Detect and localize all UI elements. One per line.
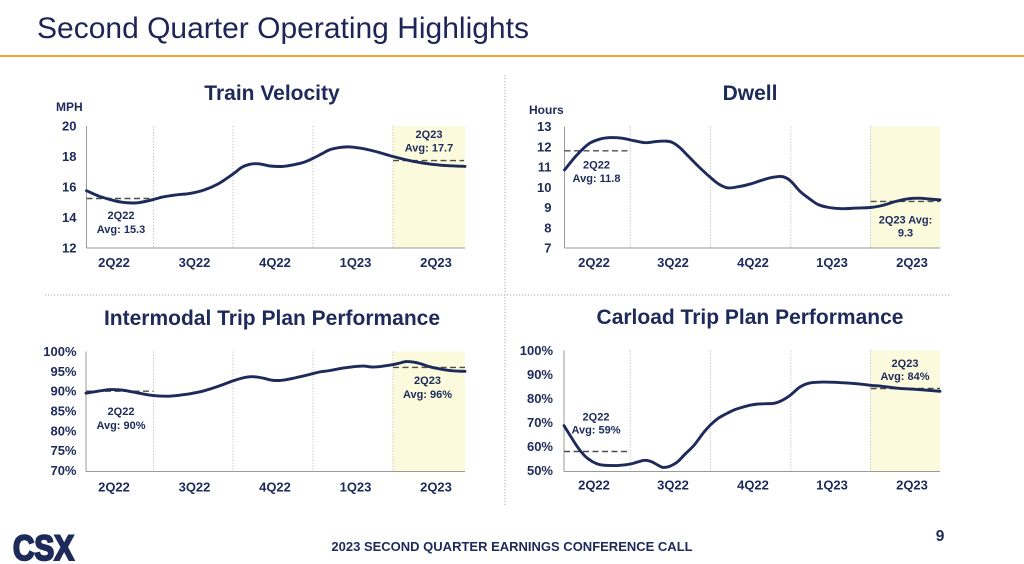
svg-text:95%: 95% xyxy=(50,364,76,379)
svg-text:1Q23: 1Q23 xyxy=(340,480,372,495)
svg-text:10: 10 xyxy=(537,180,551,195)
svg-text:Avg: 84%: Avg: 84% xyxy=(880,371,929,383)
svg-text:Avg: 96%: Avg: 96% xyxy=(403,389,452,401)
svg-text:Avg: 90%: Avg: 90% xyxy=(96,420,145,432)
svg-text:2Q22: 2Q22 xyxy=(98,255,130,270)
svg-text:12: 12 xyxy=(62,241,76,256)
svg-text:2Q23: 2Q23 xyxy=(420,255,452,270)
svg-text:85%: 85% xyxy=(50,404,76,419)
svg-text:1Q23: 1Q23 xyxy=(816,478,848,493)
svg-text:2Q23: 2Q23 xyxy=(892,358,919,370)
svg-text:20: 20 xyxy=(62,119,76,134)
svg-text:Dwell: Dwell xyxy=(723,82,778,105)
svg-text:3Q22: 3Q22 xyxy=(179,255,211,270)
svg-text:16: 16 xyxy=(62,180,76,195)
svg-text:80%: 80% xyxy=(50,423,76,438)
svg-text:Intermodal Trip Plan Performan: Intermodal Trip Plan Performance xyxy=(104,307,440,330)
svg-text:Avg: 11.8: Avg: 11.8 xyxy=(573,173,621,185)
svg-text:Hours: Hours xyxy=(529,103,564,117)
svg-text:9.3: 9.3 xyxy=(898,228,913,240)
svg-text:2Q22: 2Q22 xyxy=(108,210,135,222)
svg-text:MPH: MPH xyxy=(56,100,83,114)
svg-text:Avg: 59%: Avg: 59% xyxy=(571,425,620,437)
svg-text:3Q22: 3Q22 xyxy=(657,255,689,270)
svg-text:2Q22: 2Q22 xyxy=(583,412,610,424)
svg-text:7: 7 xyxy=(544,241,551,256)
svg-text:Train Velocity: Train Velocity xyxy=(204,82,340,105)
svg-text:2Q23: 2Q23 xyxy=(420,480,452,495)
svg-text:80%: 80% xyxy=(527,391,553,406)
svg-text:CSX: CSX xyxy=(13,529,75,564)
svg-text:100%: 100% xyxy=(520,343,554,358)
svg-text:3Q22: 3Q22 xyxy=(179,480,211,495)
svg-text:1Q23: 1Q23 xyxy=(340,255,372,270)
svg-text:50%: 50% xyxy=(527,463,553,478)
svg-text:60%: 60% xyxy=(527,439,553,454)
svg-text:13: 13 xyxy=(537,119,551,134)
svg-text:2Q22: 2Q22 xyxy=(578,255,610,270)
svg-text:4Q22: 4Q22 xyxy=(259,480,291,495)
svg-text:12: 12 xyxy=(537,139,551,154)
svg-text:3Q22: 3Q22 xyxy=(657,478,689,493)
svg-text:11: 11 xyxy=(538,160,552,175)
svg-text:2Q23: 2Q23 xyxy=(416,129,443,141)
svg-text:90%: 90% xyxy=(527,367,553,382)
svg-text:2Q23: 2Q23 xyxy=(414,375,441,387)
svg-text:14: 14 xyxy=(62,210,77,225)
svg-text:2Q22: 2Q22 xyxy=(108,406,135,418)
svg-text:8: 8 xyxy=(544,220,551,235)
svg-text:70%: 70% xyxy=(50,463,76,478)
svg-text:75%: 75% xyxy=(50,443,76,458)
svg-text:90%: 90% xyxy=(50,384,76,399)
svg-text:100%: 100% xyxy=(43,344,77,359)
svg-text:4Q22: 4Q22 xyxy=(737,478,769,493)
svg-text:Carload Trip Plan Performance: Carload Trip Plan Performance xyxy=(597,306,904,329)
svg-text:9: 9 xyxy=(544,200,551,215)
svg-text:Avg: 17.7: Avg: 17.7 xyxy=(405,143,454,155)
svg-text:70%: 70% xyxy=(527,415,553,430)
svg-text:2Q23: 2Q23 xyxy=(896,255,928,270)
svg-text:2Q22: 2Q22 xyxy=(98,480,130,495)
svg-text:2Q23 Avg:: 2Q23 Avg: xyxy=(879,215,933,227)
svg-text:18: 18 xyxy=(62,149,76,164)
svg-text:Avg: 15.3: Avg: 15.3 xyxy=(97,224,146,236)
svg-text:2Q22: 2Q22 xyxy=(583,160,610,172)
svg-text:4Q22: 4Q22 xyxy=(259,255,291,270)
svg-text:2Q23: 2Q23 xyxy=(896,478,928,493)
svg-text:2Q22: 2Q22 xyxy=(578,478,610,493)
svg-text:1Q23: 1Q23 xyxy=(816,255,848,270)
svg-text:4Q22: 4Q22 xyxy=(737,255,769,270)
